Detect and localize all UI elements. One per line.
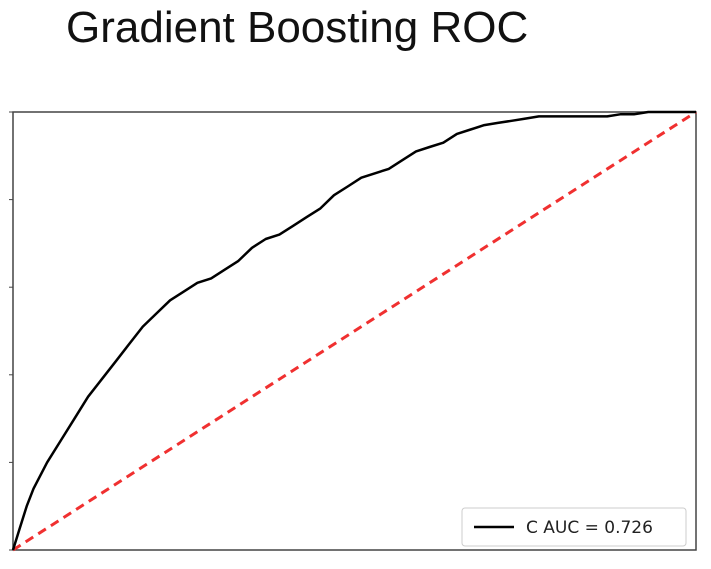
series-layer: [11, 110, 697, 552]
y-axis-ticks: [9, 111, 13, 551]
legend: C AUC = 0.726: [461, 507, 687, 547]
roc-curve-line: [11, 110, 696, 551]
legend-box: [461, 507, 687, 547]
legend-label-roc: C AUC = 0.726: [526, 518, 653, 538]
chart-title: Gradient Boosting ROC: [66, 3, 529, 52]
chance-diagonal-line: [12, 110, 697, 552]
